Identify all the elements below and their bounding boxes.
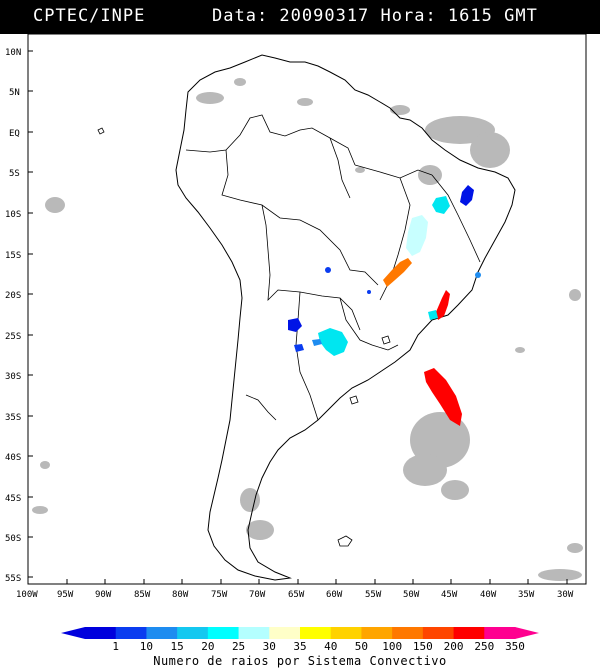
lon-label: 35W: [518, 590, 535, 600]
lon-label: 85W: [134, 590, 151, 600]
colorbar-left-arrow: [61, 627, 85, 639]
longitude-axis: 100W 95W 90W 85W 80W 75W 70W 65W 60W 55W…: [16, 590, 574, 600]
lon-label: 90W: [95, 590, 112, 600]
convective-systems: [288, 185, 481, 426]
colorbar-swatch: [207, 627, 240, 639]
lat-label: 30S: [5, 372, 21, 382]
colorbar-tick-label: 40: [324, 640, 337, 653]
axis-ticks: [27, 50, 568, 584]
colorbar-swatch: [422, 627, 455, 639]
latitude-axis: 10N 5N EQ 5S 10S 15S 20S 25S 30S 35S 40S…: [5, 48, 21, 584]
colorbar-tick-label: 20: [201, 640, 214, 653]
colorbar-swatch: [484, 627, 516, 639]
lon-label: 70W: [249, 590, 266, 600]
colorbar-tick-label: 1: [112, 640, 119, 653]
colorbar-swatch: [269, 627, 301, 639]
colorbar-tick-label: 15: [171, 640, 184, 653]
colorbar-swatch: [392, 627, 424, 639]
organization-label: CPTEC/INPE: [33, 6, 146, 26]
lon-label: 30W: [557, 590, 574, 600]
colorbar-swatch: [115, 627, 147, 639]
colorbar-swatch: [300, 627, 332, 639]
title-bar: CPTEC/INPE Data: 20090317 Hora: 1615 GMT: [0, 0, 600, 34]
lon-label: 50W: [403, 590, 420, 600]
lon-label: 65W: [288, 590, 305, 600]
lon-label: 60W: [326, 590, 343, 600]
islands: [97, 127, 391, 547]
colorbar-tick-label: 350: [505, 640, 525, 653]
lon-label: 95W: [57, 590, 74, 600]
lat-label: EQ: [9, 129, 20, 139]
lon-label: 75W: [211, 590, 228, 600]
colorbar-tick-label: 250: [474, 640, 494, 653]
lon-label: 45W: [441, 590, 458, 600]
lat-label: 10N: [5, 48, 21, 58]
lat-label: 15S: [5, 251, 21, 261]
colorbar-tick-label: 30: [263, 640, 276, 653]
colorbar-title: Numero de raios por Sistema Convectivo: [153, 654, 447, 668]
map-frame: [27, 33, 587, 585]
colorbar-tick-label: 35: [293, 640, 306, 653]
colorbar-tick-label: 25: [232, 640, 245, 653]
lat-label: 50S: [5, 534, 21, 544]
lon-label: 40W: [480, 590, 497, 600]
lat-label: 5S: [9, 169, 20, 179]
colorbar-swatch: [85, 627, 117, 639]
lon-label: 55W: [365, 590, 382, 600]
lat-label: 10S: [5, 210, 21, 220]
colorbar-swatch: [146, 627, 178, 639]
colorbar-tick-label: 150: [413, 640, 433, 653]
colorbar-right-arrow: [515, 627, 539, 639]
lat-label: 5N: [9, 88, 20, 98]
colorbar-tick-label: 50: [355, 640, 368, 653]
lat-label: 55S: [5, 574, 21, 584]
lat-label: 25S: [5, 332, 21, 342]
colorbar-tick-label: 10: [140, 640, 153, 653]
colorbar-swatch: [177, 627, 209, 639]
lat-label: 20S: [5, 291, 21, 301]
lat-label: 40S: [5, 453, 21, 463]
colorbar: 1 10 15 20 25 30 35 40 50 100 150 200 250 350: [61, 627, 539, 653]
south-america-coastline: [175, 54, 516, 581]
colorbar-tick-label: 100: [382, 640, 402, 653]
lat-label: 45S: [5, 494, 21, 504]
date-time-label: Data: 20090317 Hora: 1615 GMT: [212, 6, 538, 26]
colorbar-swatch: [238, 627, 270, 639]
lat-label: 35S: [5, 413, 21, 423]
colorbar-tick-label: 200: [444, 640, 464, 653]
colorbar-swatch: [330, 627, 362, 639]
country-borders: [185, 114, 481, 421]
colorbar-swatch: [453, 627, 485, 639]
lon-label: 80W: [172, 590, 189, 600]
colorbar-swatch: [361, 627, 393, 639]
lon-label: 100W: [16, 590, 38, 600]
